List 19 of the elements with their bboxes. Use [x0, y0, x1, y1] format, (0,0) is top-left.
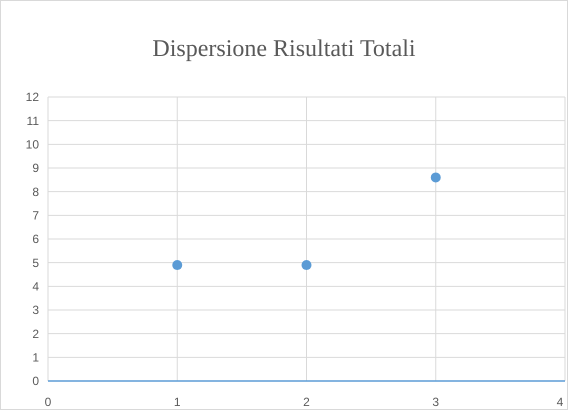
y-tick-label: 10 [26, 138, 40, 152]
x-tick-label: 1 [174, 395, 181, 409]
x-tick-label: 2 [303, 395, 310, 409]
y-tick-label: 3 [32, 303, 40, 318]
y-tick-label: 12 [26, 90, 40, 104]
y-tick-label: 4 [32, 280, 40, 294]
y-tick-label: 2 [32, 326, 40, 341]
x-tick-label: 0 [44, 395, 52, 409]
y-tick-label: 1 [32, 350, 40, 365]
y-tick-label: 11 [26, 114, 40, 128]
y-tick-label: 8 [32, 184, 40, 199]
y-tick-label: 5 [32, 256, 40, 270]
y-tick-label: 6 [32, 232, 40, 246]
y-tick-label: 7 [32, 208, 40, 223]
x-tick-label: 4 [556, 395, 564, 409]
x-tick-label: 3 [432, 395, 440, 409]
y-tick-label: 0 [32, 374, 40, 388]
chart-title: Dispersione Risultati Totali [152, 36, 416, 62]
y-tick-label: 9 [32, 161, 40, 176]
